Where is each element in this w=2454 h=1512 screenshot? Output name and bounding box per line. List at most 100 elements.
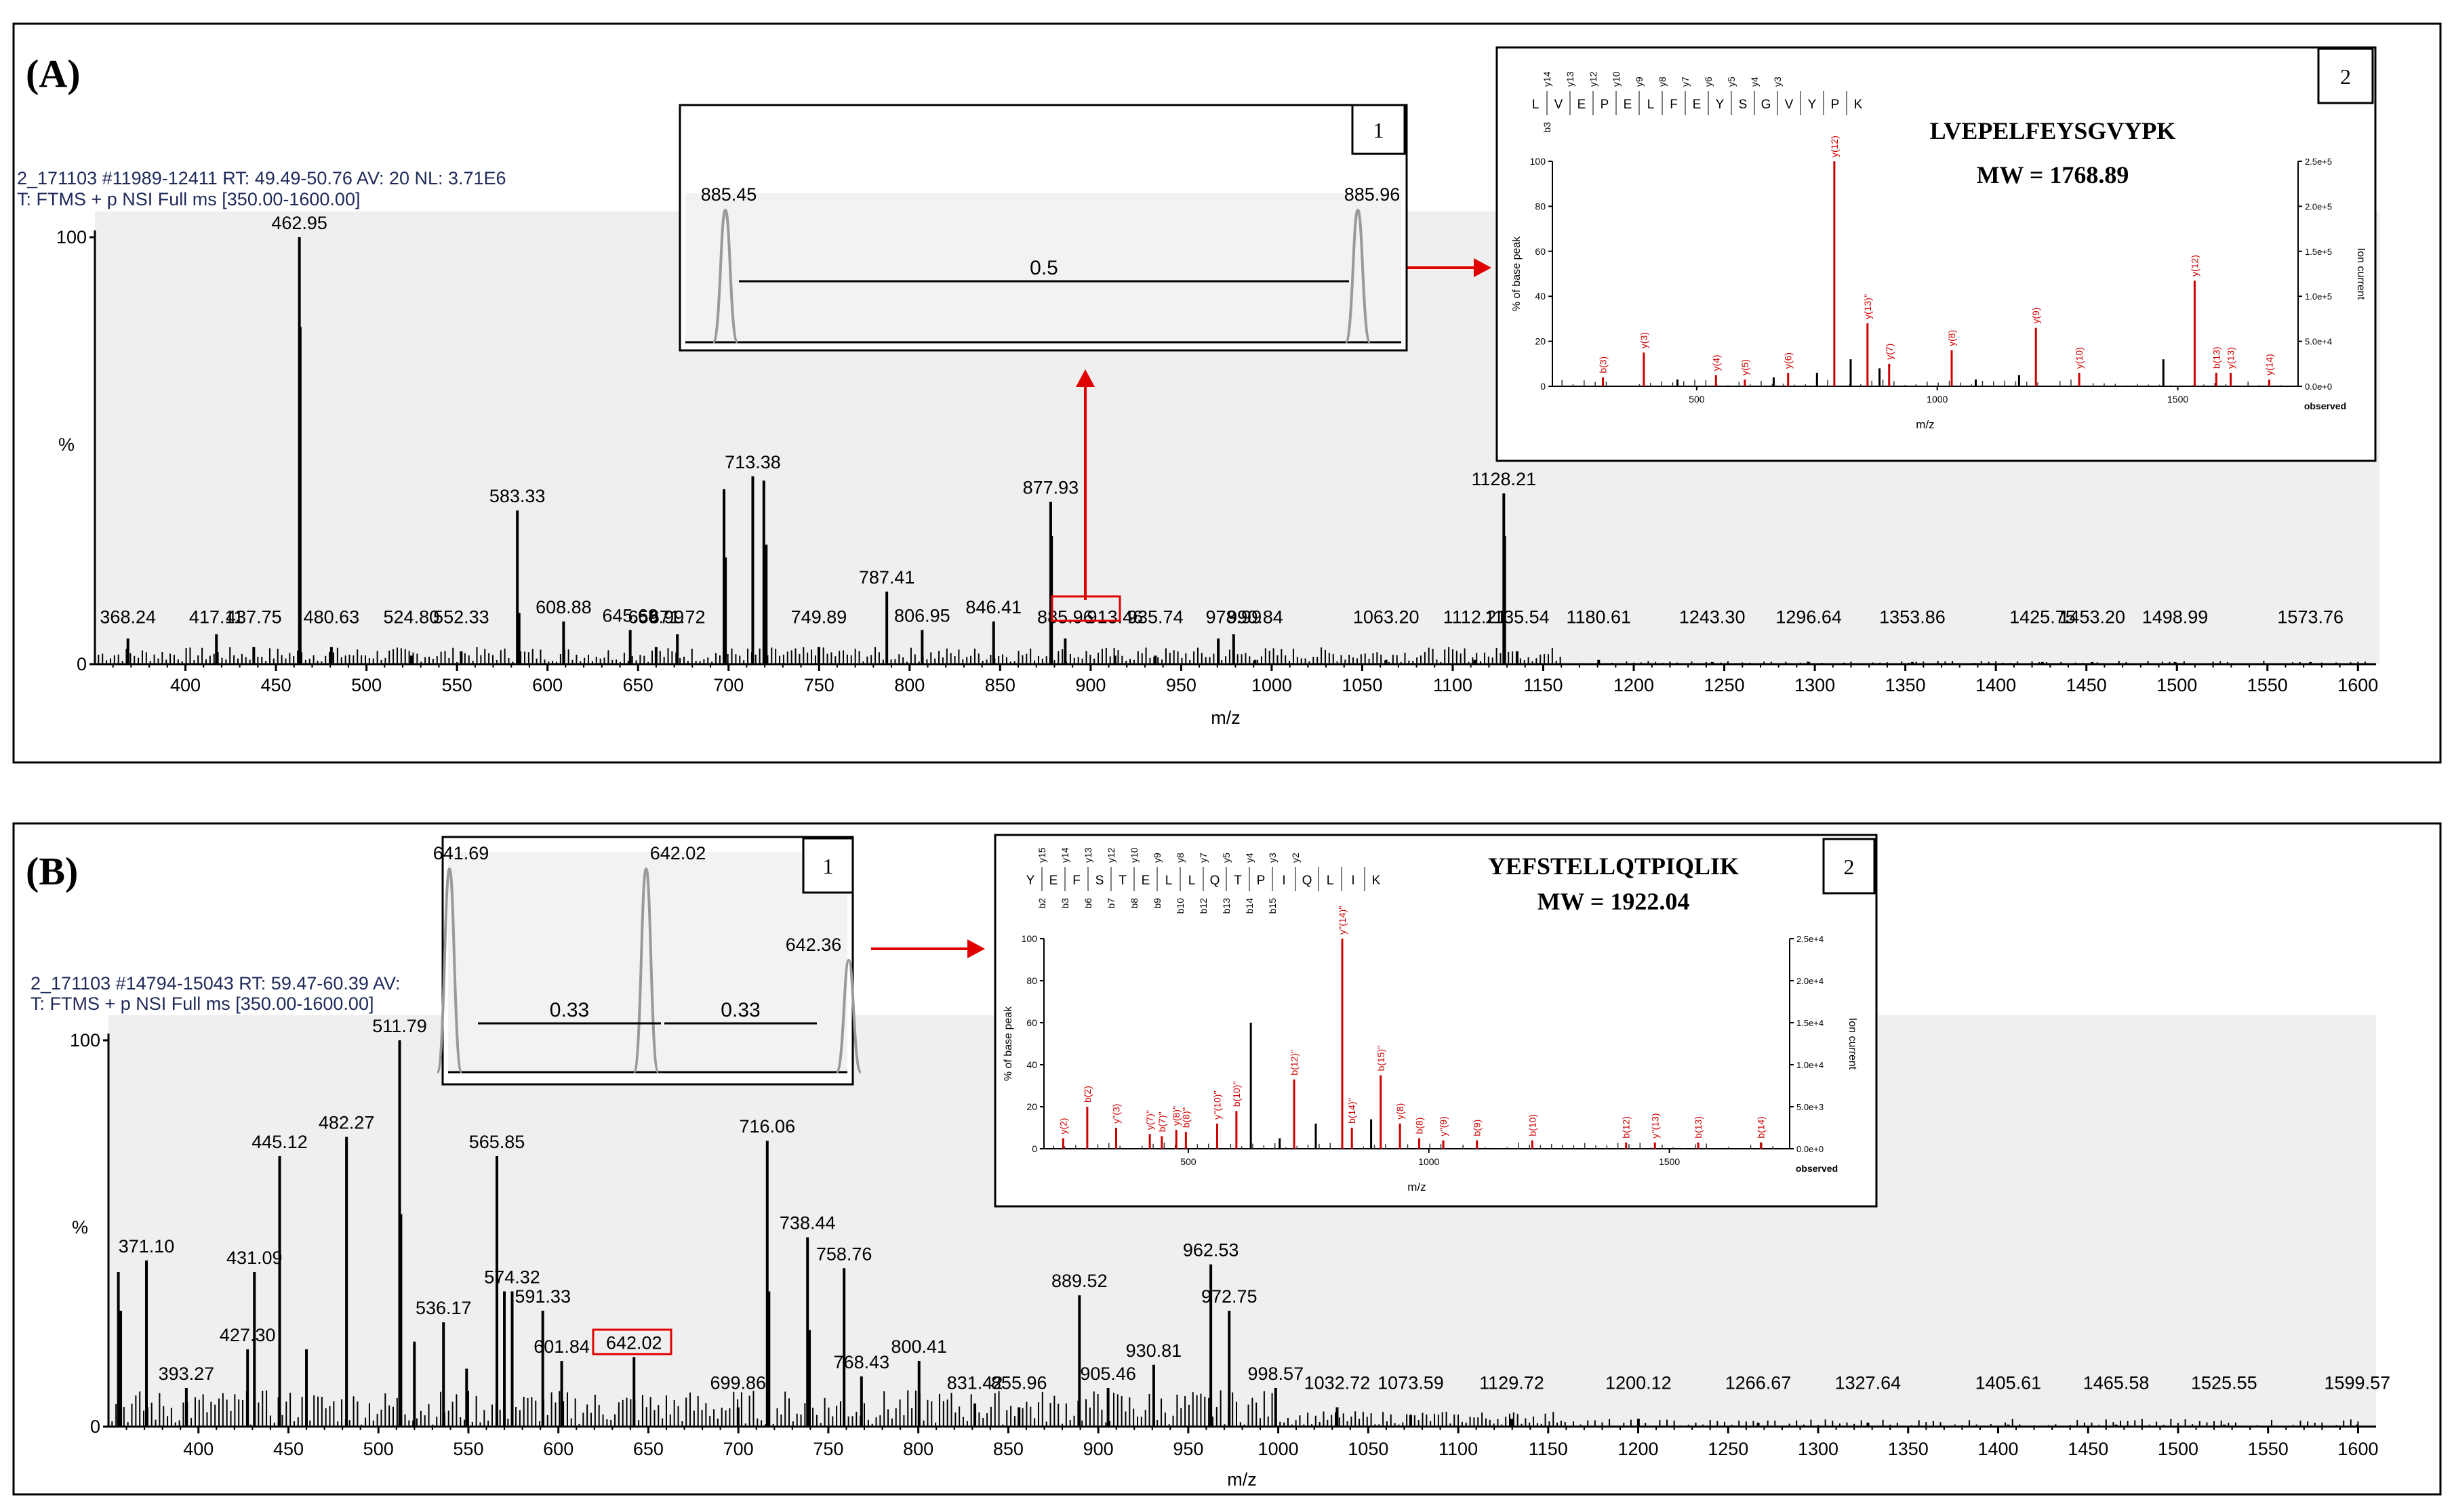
y-ion-marker: y4 [1749,77,1760,87]
fragment-label: y''(3) [1110,1104,1121,1124]
peak-label: 1296.64 [1775,607,1842,628]
peak-label: 671.72 [649,607,706,628]
baseline-noise [98,647,2366,664]
fragment-label: b(8) [1414,1118,1425,1135]
spacing-label: 0.33 [721,999,760,1021]
panel-a: (A) 2_171103 #11989-12411 RT: 49.49-50.76… [12,22,2442,764]
y-ion-marker: y9 [1152,853,1163,863]
y-ion-marker: y15 [1037,847,1047,863]
x-tick-label: 750 [813,1439,843,1459]
fragment-label: b(10) [1527,1114,1537,1137]
b-ion-marker: b2 [1037,898,1047,909]
sequence-residue: L [1165,874,1173,888]
msms-y-tick-label: 0 [1540,381,1546,392]
sequence-residue: Q [1302,874,1312,888]
x-axis-label: m/z [1227,1469,1257,1490]
sequence-residue: E [1049,874,1058,888]
fragment-label: y(3) [1638,332,1649,348]
arrow-right-head [967,939,985,958]
peak-label: 431.09 [226,1248,283,1268]
x-tick-label: 1300 [1794,675,1835,695]
sequence-residue: T [1234,874,1242,888]
peak-label: 877.93 [1023,478,1079,498]
fragment-label: y(9) [2030,308,2041,324]
msms-y2-tick-label: 1.0e+4 [1796,1060,1824,1070]
x-tick-label: 450 [273,1439,304,1459]
peak-label: 806.95 [894,606,950,626]
y-ion-marker: y14 [1542,71,1552,87]
fragment-label: y(2) [1058,1118,1068,1134]
x-tick-label: 850 [993,1439,1024,1459]
x-tick-label: 1150 [1529,1439,1568,1459]
msms-x-label: m/z [1407,1181,1426,1193]
x-tick-label: 1550 [2247,675,2288,695]
b-ion-marker: b8 [1129,898,1140,909]
molecular-weight: MW = 1922.04 [1537,888,1690,915]
peak-label: 645.68 [602,606,658,626]
msms-y-tick-label: 100 [1530,156,1546,167]
fragment-label: b(2) [1082,1086,1093,1103]
x-tick-label: 1050 [1342,675,1382,695]
fragment-label: b(14)'' [1346,1098,1357,1124]
arrow-right-head [1474,258,1491,277]
x-tick-label: 1000 [1258,1439,1299,1459]
fragment-label: y(13)'' [1862,294,1873,319]
x-tick-label: 700 [723,1439,754,1459]
sequence-residue: F [1072,874,1081,888]
peak-label: 699.86 [710,1372,766,1393]
x-tick-label: 1250 [1704,675,1745,695]
b-ion-marker: b9 [1152,898,1163,909]
peak-label: 962.53 [1183,1240,1239,1261]
x-tick-label: 1500 [2158,1439,2198,1459]
isotope-inset: 1 885.45 885.96 0.5 [679,104,1408,352]
peak-label: 768.43 [834,1352,890,1372]
peak-label: 574.32 [484,1267,540,1288]
x-tick-label: 1600 [2337,675,2378,695]
x-tick-label: 600 [543,1439,574,1459]
peak-label: 800.41 [891,1336,947,1357]
x-tick-label: 450 [261,675,291,695]
x-tick-label: 1100 [1433,675,1472,695]
sequence-residue: K [1854,98,1863,112]
msms-y2-tick-label: 2.5e+5 [2305,157,2332,167]
isotope-peak [1344,208,1371,344]
msms-x-tick-label: 1000 [1927,394,1948,405]
sequence-residue: Q [1210,874,1220,888]
highlight-box [592,1328,672,1355]
inset-number: 1 [823,854,834,878]
y-ion-marker: y14 [1060,847,1070,863]
y-ion-marker: y3 [1267,853,1278,863]
peak-label: 1243.30 [1679,607,1746,628]
peptide-sequence: LVEPELFEYSGVYPK [1930,117,2176,144]
sequence-residue: L [1188,874,1196,888]
spectrum-header: 2_171103 #11989-12411 RT: 49.49-50.76 AV… [17,168,506,188]
fragment-label: y(4) [1710,354,1721,371]
msms-y2-tick-label: 5.0e+4 [2305,337,2332,347]
sequence-residue: E [1624,98,1632,112]
peak-label: 417.11 [189,607,244,628]
sequence-residue: K [1372,874,1381,888]
peak-label: 738.44 [780,1213,836,1233]
spectrum-header: 2_171103 #14794-15043 RT: 59.47-60.39 AV… [31,973,400,994]
peak-label: 889.52 [1051,1271,1108,1291]
x-tick-label: 1350 [1885,675,1926,695]
peak-label: 1200.12 [1605,1372,1672,1393]
x-tick-label: 800 [894,675,925,695]
inset-tag [1822,838,1876,895]
sequence-residue: P [1601,98,1609,112]
msms-x-tick-label: 1500 [2167,394,2188,405]
x-tick-label: 1150 [1523,675,1563,695]
peptide-sequence: YEFSTELLQTPIQLIK [1488,853,1739,880]
scan-filter: T: FTMS + p NSI Full ms [350.00-1600.00] [31,994,374,1014]
x-tick-label: 1400 [1977,1439,2018,1459]
isotope-peak-label: 885.45 [701,184,757,205]
peak-label: 1032.72 [1304,1372,1371,1393]
peak-label: 427.30 [220,1325,276,1345]
sequence-residue: E [1693,98,1702,112]
isotope-peak-label: 641.69 [433,843,489,863]
isotope-peak-label: 642.36 [786,935,842,955]
y-tick-label: 0 [77,654,87,674]
panel-b: (B) 2_171103 #14794-15043 RT: 59.47-60.39… [12,822,2442,1496]
peak-label: 758.76 [816,1244,872,1264]
x-tick-label: 650 [623,675,653,695]
